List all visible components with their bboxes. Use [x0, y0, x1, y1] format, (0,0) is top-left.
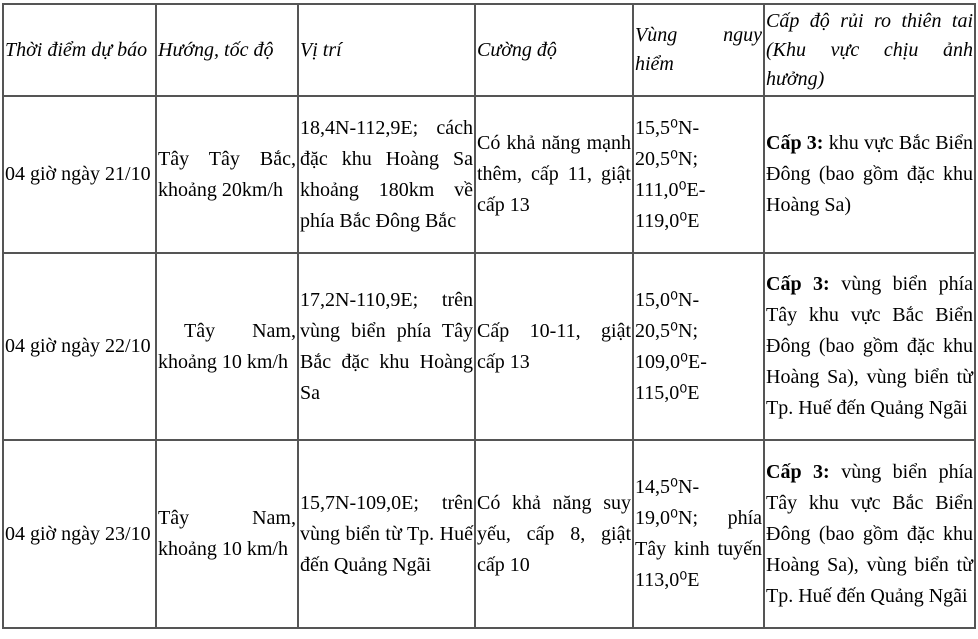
header-danger-zone: Vùng nguy hiểm [632, 3, 765, 97]
cell-time: 04 giờ ngày 22/10 [2, 252, 157, 441]
header-intensity: Cường độ [474, 3, 634, 97]
cell-time: 04 giờ ngày 21/10 [2, 95, 157, 254]
cell-intensity: Có khả năng suy yếu, cấp 8, giật cấp 10 [474, 439, 634, 629]
header-position: Vị trí [297, 3, 476, 97]
cell-direction: Tây Tây Bắc, khoảng 20km/h [155, 95, 299, 254]
table-row: 04 giờ ngày 21/10 Tây Tây Bắc, khoảng 20… [2, 95, 976, 254]
cell-risk: Cấp 3: vùng biển phía Tây khu vực Bắc Bi… [763, 439, 976, 629]
risk-level: Cấp 3: [766, 273, 830, 295]
cell-intensity: Cấp 10-11, giật cấp 13 [474, 252, 634, 441]
header-time: Thời điểm dự báo [2, 3, 157, 97]
risk-level: Cấp 3: [766, 132, 824, 154]
header-risk-level: Cấp độ rủi ro thiên tai (Khu vực chịu ản… [763, 3, 976, 97]
table-row: 04 giờ ngày 22/10 Tây Nam, khoảng 10 km/… [2, 252, 976, 441]
cell-position: 18,4N-112,9E; cách đặc khu Hoàng Sa khoả… [297, 95, 476, 254]
cell-time: 04 giờ ngày 23/10 [2, 439, 157, 629]
header-direction: Hướng, tốc độ [155, 3, 299, 97]
risk-area: khu vực Bắc Biển Đông (bao gồm đặc khu H… [766, 132, 973, 216]
header-row: Thời điểm dự báo Hướng, tốc độ Vị trí Cư… [2, 3, 976, 97]
cell-risk: Cấp 3: khu vực Bắc Biển Đông (bao gồm đặ… [763, 95, 976, 254]
table-row: 04 giờ ngày 23/10 Tây Nam, khoảng 10 km/… [2, 439, 976, 629]
cell-direction: Tây Nam, khoảng 10 km/h [155, 252, 299, 441]
risk-area: vùng biển phía Tây khu vực Bắc Biển Đông… [766, 273, 973, 419]
cell-danger-zone: 15,0⁰N-20,5⁰N; 109,0⁰E-115,0⁰E [632, 252, 765, 441]
risk-area: vùng biển phía Tây khu vực Bắc Biển Đông… [766, 460, 973, 607]
cell-position: 15,7N-109,0E; trên vùng biển từ Tp. Huế … [297, 439, 476, 629]
cell-danger-zone: 15,5⁰N-20,5⁰N; 111,0⁰E-119,0⁰E [632, 95, 765, 254]
cell-danger-zone: 14,5⁰N-19,0⁰N; phía Tây kinh tuyến 113,0… [632, 439, 765, 629]
cell-intensity: Có khả năng mạnh thêm, cấp 11, giật cấp … [474, 95, 634, 254]
risk-level: Cấp 3: [766, 460, 830, 483]
forecast-table: Thời điểm dự báo Hướng, tốc độ Vị trí Cư… [2, 3, 976, 629]
cell-position: 17,2N-110,9E; trên vùng biển phía Tây Bắ… [297, 252, 476, 441]
cell-risk: Cấp 3: vùng biển phía Tây khu vực Bắc Bi… [763, 252, 976, 441]
cell-direction: Tây Nam, khoảng 10 km/h [155, 439, 299, 629]
